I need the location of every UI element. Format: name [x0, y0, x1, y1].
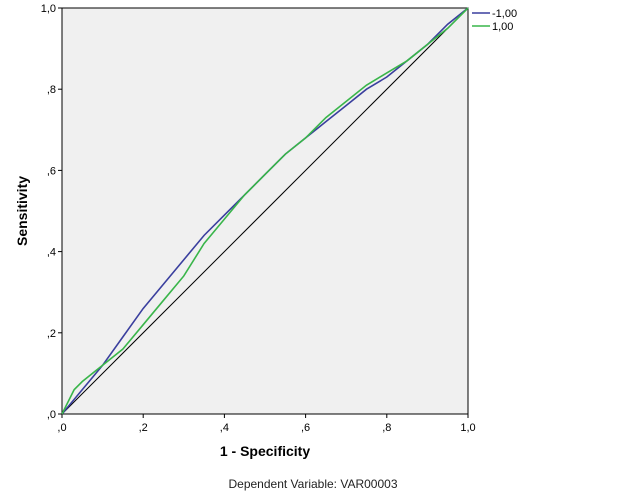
legend-label-0: -1,00 [492, 8, 517, 20]
y-tick-label: ,4 [47, 247, 56, 259]
x-tick-label: ,0 [57, 422, 66, 434]
x-tick-label: ,6 [301, 422, 310, 434]
y-tick-label: ,2 [47, 328, 56, 340]
series-line-1 [61, 7, 469, 415]
reference-diagonal [61, 7, 469, 415]
footnote: Dependent Variable: VAR00003 [228, 477, 397, 491]
y-tick-label: ,6 [47, 165, 56, 177]
y-tick-label: 1,0 [41, 3, 56, 15]
y-tick-label: ,8 [47, 84, 56, 96]
x-tick-label: 1,0 [460, 422, 475, 434]
y-tick-label: ,0 [47, 409, 56, 421]
x-axis-title: 1 - Specificity [220, 443, 310, 459]
x-tick-label: ,4 [220, 422, 229, 434]
x-tick-label: ,8 [382, 422, 391, 434]
legend-label-1: 1,00 [492, 21, 513, 33]
y-axis-title: Sensitivity [14, 176, 30, 246]
x-tick-label: ,2 [139, 422, 148, 434]
legend: -1,001,00 [472, 8, 517, 33]
